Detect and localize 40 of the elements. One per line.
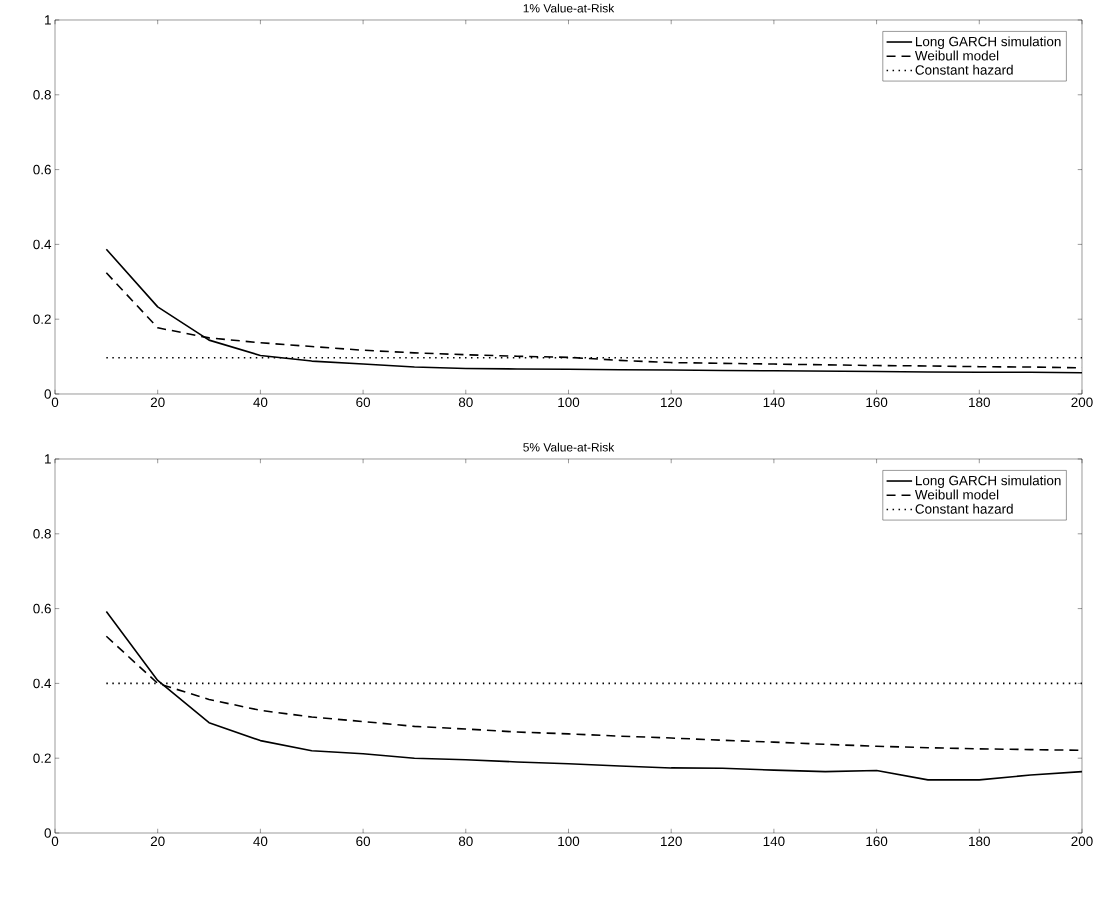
x-tick-label: 40	[253, 397, 268, 408]
x-tick-label: 140	[763, 397, 785, 408]
y-tick-label: 0	[44, 389, 51, 399]
x-tick-label: 200	[1071, 836, 1093, 847]
y-tick-label: 0.6	[33, 164, 51, 175]
legend-label: Weibull model	[914, 50, 999, 61]
x-tick-label: 80	[458, 836, 473, 847]
y-tick-label: 0.4	[33, 239, 52, 250]
y-tick-label: 0.6	[33, 603, 51, 614]
x-tick-label: 80	[458, 397, 473, 408]
x-tick-label: 120	[661, 836, 682, 847]
x-tick-label: 100	[558, 397, 580, 408]
y-tick-label: 0	[44, 828, 51, 838]
legend-label: Constant hazard	[915, 503, 1013, 514]
legend-label: Weibull model	[914, 489, 999, 500]
x-tick-label: 20	[150, 397, 165, 408]
x-tick-label: 140	[763, 836, 785, 847]
x-tick-label: 60	[356, 836, 371, 847]
y-tick-label: 0.2	[33, 753, 51, 763]
x-tick-label: 180	[969, 836, 990, 847]
y-tick-label: 0.2	[33, 314, 51, 324]
legend-label: Long GARCH simulation	[915, 36, 1061, 49]
x-tick-label: 160	[866, 836, 888, 847]
chart-title: 5% Value-at-Risk	[523, 442, 615, 452]
x-tick-label: 20	[150, 836, 165, 847]
x-tick-label: 60	[356, 397, 371, 408]
y-tick-label: 0.8	[33, 90, 51, 100]
y-tick-label: 1	[45, 454, 51, 464]
x-tick-label: 200	[1071, 397, 1093, 408]
legend-label: Long GARCH simulation	[915, 475, 1061, 488]
x-tick-label: 180	[969, 397, 990, 408]
y-tick-label: 1	[45, 15, 51, 25]
y-tick-label: 0.4	[33, 678, 52, 689]
legend-label: Constant hazard	[915, 64, 1013, 75]
x-tick-label: 40	[253, 836, 268, 847]
x-tick-label: 120	[661, 397, 682, 408]
chart-title: 1% Value-at-Risk	[523, 3, 615, 13]
y-tick-label: 0.8	[33, 529, 51, 539]
x-tick-label: 100	[558, 836, 580, 847]
x-tick-label: 160	[866, 397, 888, 408]
